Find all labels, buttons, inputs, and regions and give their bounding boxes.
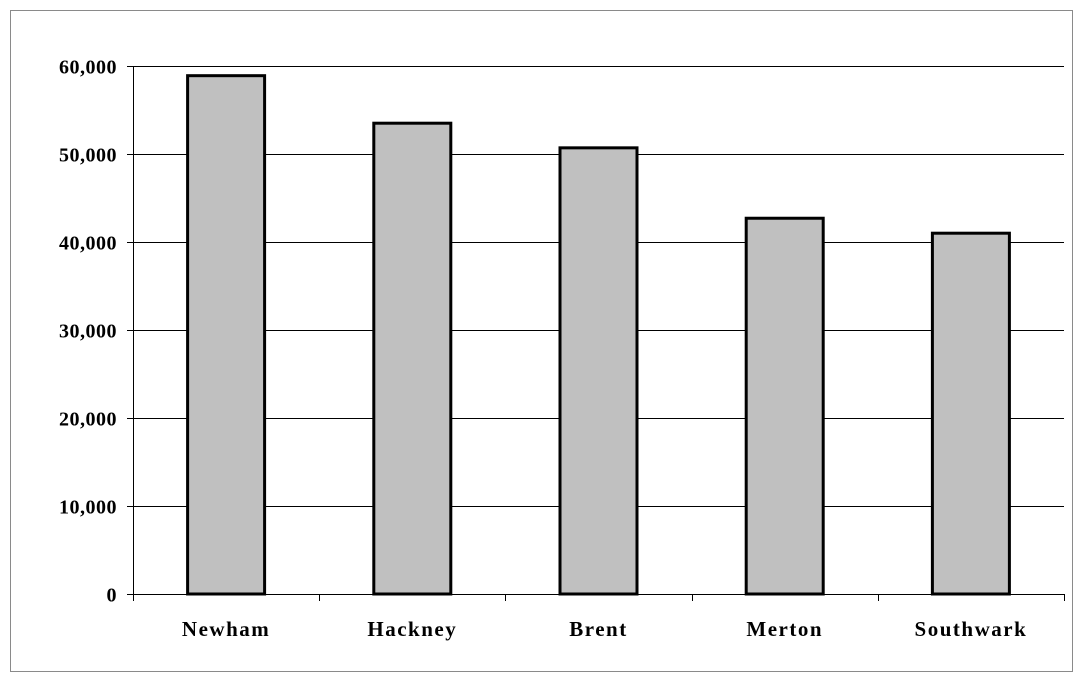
y-tick-label: 10,000 [59,497,117,519]
bar-southwark [930,231,1011,596]
x-tick-label: Newham [182,617,270,641]
bar-brent [558,146,639,596]
y-tick-label: 40,000 [59,233,117,255]
x-tick-label: Merton [746,617,823,641]
x-tick-labels: Newham Hackney Brent Merton Southwark [182,617,1028,641]
y-tick-labels: 0 10,000 20,000 30,000 40,000 50,000 60,000 [59,57,117,607]
bars [186,74,1011,596]
axes [127,66,1065,601]
y-tick-label: 0 [107,585,118,607]
y-tick-label: 60,000 [59,57,117,79]
y-tick-label: 20,000 [59,409,117,431]
x-tick-label: Southwark [915,617,1028,641]
y-tick-label: 50,000 [59,145,117,167]
y-tick-label: 30,000 [59,321,117,343]
x-tick-label: Hackney [367,617,457,641]
bar-hackney [372,121,453,596]
bar-newham [186,74,267,596]
x-tick-label: Brent [569,617,627,641]
bar-merton [744,216,825,596]
